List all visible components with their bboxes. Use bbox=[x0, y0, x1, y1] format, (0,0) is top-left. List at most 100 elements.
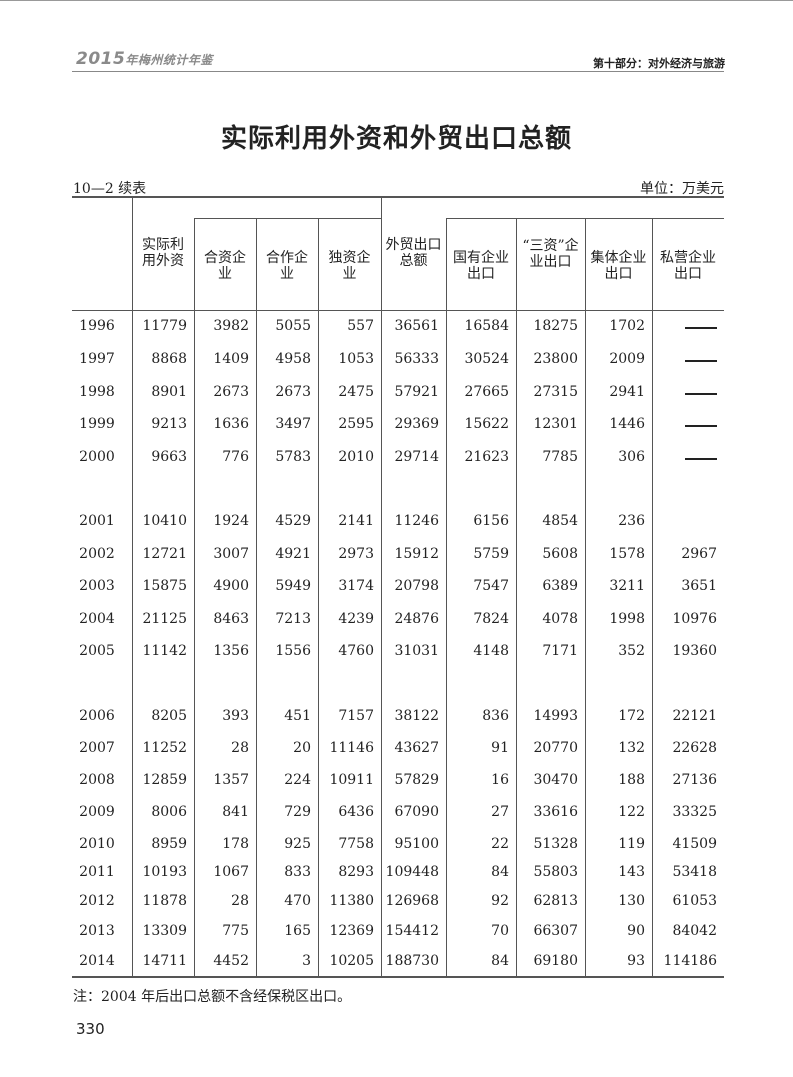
table-cell: 29714 bbox=[394, 449, 439, 465]
table-cell: 1924 bbox=[213, 513, 249, 529]
table-cell: 84042 bbox=[672, 923, 717, 939]
row-year: 2006 bbox=[79, 708, 115, 724]
page-number: 330 bbox=[76, 1020, 105, 1038]
table-cell: 33616 bbox=[533, 804, 578, 820]
table-cell: 1409 bbox=[213, 351, 249, 367]
column-divider bbox=[652, 218, 653, 976]
table-cell: 92 bbox=[491, 893, 509, 909]
table-cell: 11246 bbox=[394, 513, 439, 529]
table-cell: 22121 bbox=[672, 708, 717, 724]
table-cell: 154412 bbox=[385, 923, 439, 939]
table-cell: 11878 bbox=[142, 893, 187, 909]
table-cell: 2475 bbox=[338, 384, 374, 400]
no-data-dash bbox=[685, 458, 717, 460]
table-cell: 4921 bbox=[275, 546, 311, 562]
row-year: 2014 bbox=[79, 953, 115, 969]
table-cell: 15912 bbox=[394, 546, 439, 562]
column-divider bbox=[194, 218, 195, 976]
table-cell: 172 bbox=[618, 708, 645, 724]
table-cell: 729 bbox=[284, 804, 311, 820]
table-cell: 57829 bbox=[394, 772, 439, 788]
table-cell: 11252 bbox=[142, 740, 187, 756]
table-cell: 1446 bbox=[609, 416, 645, 432]
column-divider bbox=[585, 218, 586, 976]
table-cell: 2673 bbox=[213, 384, 249, 400]
column-divider bbox=[318, 218, 319, 976]
column-header: 国有企业出口 bbox=[453, 250, 509, 282]
table-cell: 3982 bbox=[213, 318, 249, 334]
column-header: 合资企业 bbox=[204, 250, 246, 282]
table-cell: 126968 bbox=[385, 893, 439, 909]
row-year: 2005 bbox=[79, 643, 115, 659]
row-year: 2001 bbox=[79, 513, 115, 529]
table-cell: 3174 bbox=[338, 578, 374, 594]
table-cell: 20770 bbox=[533, 740, 578, 756]
table-cell: 2941 bbox=[609, 384, 645, 400]
table-cell: 22628 bbox=[672, 740, 717, 756]
table-cell: 27 bbox=[491, 804, 509, 820]
table-cell: 114186 bbox=[663, 953, 717, 969]
table-cell: 8006 bbox=[151, 804, 187, 820]
column-header: “三资”企业出口 bbox=[522, 238, 579, 270]
table-cell: 61053 bbox=[672, 893, 717, 909]
running-header-section: 第十部分：对外经济与旅游 bbox=[593, 57, 725, 70]
table-cell: 5783 bbox=[275, 449, 311, 465]
table-cell: 188 bbox=[618, 772, 645, 788]
table-cell: 11380 bbox=[329, 893, 374, 909]
table-top-rule bbox=[72, 196, 724, 198]
column-header: 集体企业出口 bbox=[590, 250, 647, 282]
table-cell: 557 bbox=[347, 318, 374, 334]
table-cell: 66307 bbox=[533, 923, 578, 939]
table-cell: 470 bbox=[284, 893, 311, 909]
table-cell: 28 bbox=[231, 893, 249, 909]
yearbook-name: 年梅州统计年鉴 bbox=[125, 53, 213, 67]
table-cell: 9213 bbox=[151, 416, 187, 432]
table-cell: 15875 bbox=[142, 578, 187, 594]
top-border bbox=[0, 0, 793, 1]
column-header: 私营企业出口 bbox=[660, 250, 716, 282]
table-cell: 224 bbox=[284, 772, 311, 788]
table-cell: 55803 bbox=[533, 864, 578, 880]
table-cell: 15622 bbox=[464, 416, 509, 432]
table-cell: 2673 bbox=[275, 384, 311, 400]
table-cell: 4239 bbox=[338, 611, 374, 627]
table-cell: 5055 bbox=[275, 318, 311, 334]
table-cell: 10976 bbox=[672, 611, 717, 627]
table-cell: 33325 bbox=[672, 804, 717, 820]
table-cell: 8293 bbox=[338, 864, 374, 880]
table-cell: 1067 bbox=[213, 864, 249, 880]
table-cell: 11779 bbox=[142, 318, 187, 334]
table-cell: 22 bbox=[491, 836, 509, 852]
row-year: 2013 bbox=[79, 923, 115, 939]
row-year: 2008 bbox=[79, 772, 115, 788]
table-cell: 21623 bbox=[464, 449, 509, 465]
table-cell: 84 bbox=[491, 953, 509, 969]
row-year: 2012 bbox=[79, 893, 115, 909]
row-year: 2009 bbox=[79, 804, 115, 820]
column-divider bbox=[516, 218, 517, 976]
table-cell: 7547 bbox=[473, 578, 509, 594]
table-cell: 16 bbox=[491, 772, 509, 788]
table-cell: 4958 bbox=[275, 351, 311, 367]
table-cell: 1356 bbox=[213, 643, 249, 659]
table-cell: 1636 bbox=[213, 416, 249, 432]
table-cell: 12301 bbox=[533, 416, 578, 432]
table-cell: 8463 bbox=[213, 611, 249, 627]
table-cell: 10205 bbox=[329, 953, 374, 969]
table-cell: 122 bbox=[618, 804, 645, 820]
table-cell: 31031 bbox=[394, 643, 439, 659]
row-year: 2004 bbox=[79, 611, 115, 627]
table-cell: 53418 bbox=[672, 864, 717, 880]
table-cell: 1357 bbox=[213, 772, 249, 788]
table-cell: 833 bbox=[284, 864, 311, 880]
table-cell: 5759 bbox=[473, 546, 509, 562]
table-cell: 12369 bbox=[329, 923, 374, 939]
table-cell: 143 bbox=[618, 864, 645, 880]
table-cell: 56333 bbox=[394, 351, 439, 367]
table-cell: 130 bbox=[618, 893, 645, 909]
table-cell: 119 bbox=[618, 836, 645, 852]
table-cell: 12721 bbox=[142, 546, 187, 562]
column-divider bbox=[256, 218, 257, 976]
table-cell: 51328 bbox=[533, 836, 578, 852]
column-divider bbox=[132, 196, 133, 976]
